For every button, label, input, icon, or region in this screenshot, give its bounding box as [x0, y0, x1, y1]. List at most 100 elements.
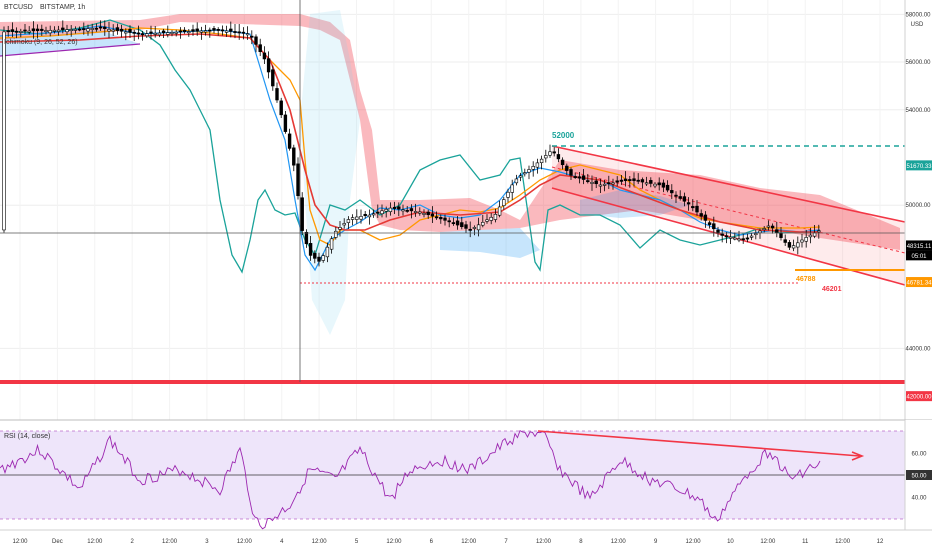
candle-97	[409, 208, 414, 212]
candle-102	[430, 213, 435, 217]
candle-194	[817, 230, 821, 233]
annotations: 52000 46788 46201	[552, 131, 842, 293]
candle-111	[468, 228, 472, 231]
candle-133	[560, 159, 565, 166]
time-tick-8: 12:00	[312, 539, 328, 545]
candle-10	[44, 30, 48, 32]
candle-110	[464, 224, 468, 229]
candle-77	[325, 246, 330, 258]
price-tag-0: 51670.33	[906, 164, 932, 170]
time-tick-23: 12	[877, 539, 884, 545]
candle-16	[69, 29, 73, 31]
time-tick-21: 11	[802, 539, 809, 545]
candle-40	[170, 32, 174, 34]
time-tick-7: 4	[280, 539, 284, 545]
candle-189	[796, 242, 800, 248]
price-ticks: 58000.00 56000.00 54000.00 50000.00 44000.00	[905, 12, 931, 352]
time-tick-14: 12:00	[536, 539, 552, 545]
candle-82	[346, 219, 351, 223]
time-tick-2: 12:00	[87, 539, 103, 545]
candle-113	[476, 224, 481, 231]
candle-59	[250, 35, 254, 38]
time-tick-11: 6	[430, 539, 434, 545]
candle-106	[447, 220, 451, 223]
candle-180	[758, 230, 762, 234]
candle-66	[279, 100, 283, 116]
candle-123	[518, 175, 523, 178]
candle-5	[23, 29, 27, 32]
time-tick-10: 12:00	[386, 539, 402, 545]
channel-fill	[552, 146, 905, 285]
candle-132	[556, 154, 561, 160]
candle-18	[77, 28, 82, 31]
candle-162	[682, 196, 687, 202]
descending-channel	[551, 145, 906, 286]
candle-11	[48, 30, 52, 34]
candle-157	[661, 182, 666, 188]
time-tick-20: 12:00	[760, 539, 776, 545]
candle-173	[728, 236, 733, 239]
candle-71	[300, 197, 304, 231]
candle-73	[308, 243, 313, 256]
candle-70	[296, 163, 300, 197]
candle-94	[397, 206, 401, 210]
candle-108	[455, 220, 460, 226]
candle-155	[653, 183, 657, 187]
candle-57	[241, 31, 246, 34]
candle-9	[40, 28, 44, 31]
rsi-line	[0, 429, 821, 530]
candle-127	[535, 162, 540, 168]
candle-117	[493, 214, 498, 220]
candle-56	[237, 31, 241, 34]
candle-151	[636, 179, 640, 182]
candle-6	[27, 30, 31, 33]
candle-163	[686, 202, 691, 205]
time-tick-17: 9	[654, 539, 658, 545]
candle-192	[808, 234, 813, 238]
candle-78	[329, 238, 334, 250]
candle-181	[762, 228, 766, 230]
candle-13	[56, 29, 61, 32]
candle-25	[107, 29, 111, 32]
candle-53	[224, 30, 229, 33]
candle-187	[787, 242, 792, 248]
candle-85	[359, 216, 363, 220]
candle-109	[460, 222, 464, 228]
candle-37	[157, 32, 162, 36]
price-tick-1: 56000.00	[905, 60, 931, 66]
candle-87	[367, 214, 372, 218]
candle-19	[82, 28, 86, 31]
candle-34	[145, 33, 149, 37]
candle-144	[607, 182, 611, 185]
price-tag-bg-2	[906, 250, 932, 261]
candle-61	[258, 44, 262, 52]
candle-101	[426, 211, 430, 216]
candle-178	[749, 235, 754, 238]
time-tick-1: Dec	[52, 539, 63, 545]
candle-88	[371, 213, 376, 216]
candle-138	[581, 175, 586, 180]
candle-31	[132, 31, 136, 34]
candle-118	[497, 206, 502, 216]
candle-164	[691, 206, 695, 209]
rsi-tick-0: 60.00	[911, 452, 927, 458]
candle-17	[73, 28, 78, 31]
candle-75	[317, 256, 321, 262]
rsi-ticks: 60.00 50.00 40.00	[906, 452, 932, 502]
candle-184	[775, 229, 779, 234]
candle-179	[754, 233, 758, 236]
candle-96	[405, 209, 409, 212]
candle-114	[481, 222, 485, 226]
candle-8	[35, 28, 40, 32]
candle-148	[623, 178, 628, 182]
candle-160	[674, 194, 678, 197]
candle-84	[355, 216, 359, 220]
channel-upper-line	[551, 145, 906, 223]
tenkan-line	[0, 25, 821, 272]
candle-20	[86, 28, 90, 32]
price-tick-2: 54000.00	[905, 108, 931, 114]
annotation-46201: 46201	[822, 286, 842, 293]
candle-12	[52, 29, 57, 32]
candle-168	[707, 222, 712, 225]
